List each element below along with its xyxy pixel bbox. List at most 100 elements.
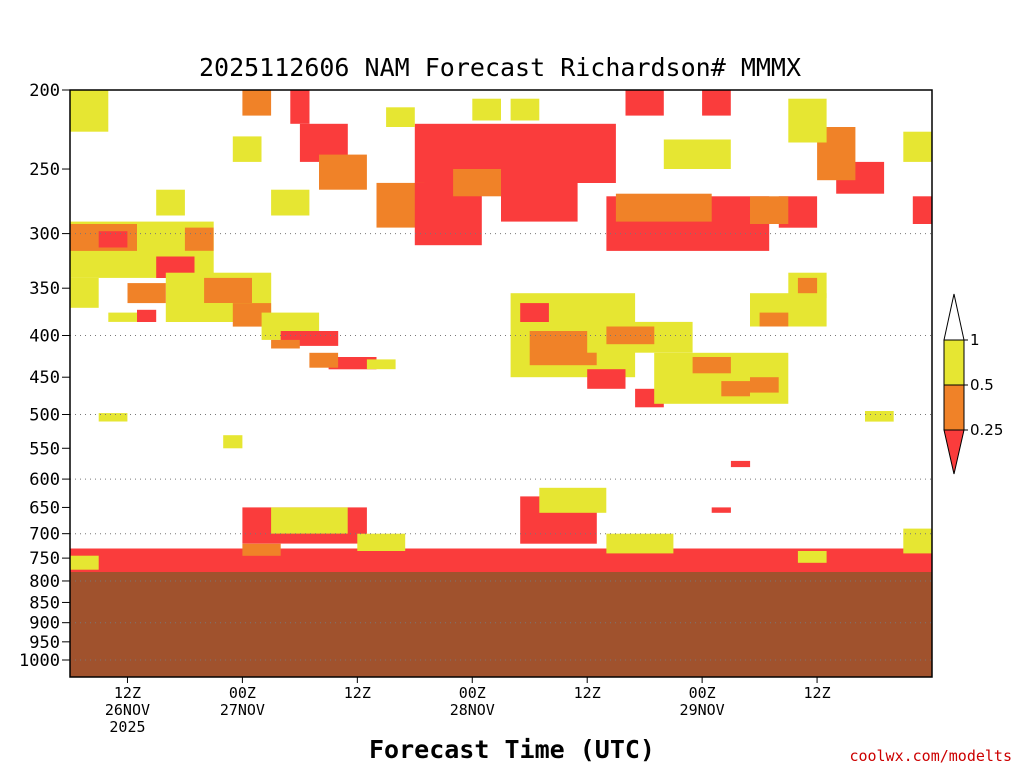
y-tick-label: 750	[29, 549, 60, 569]
heatmap-cell	[711, 507, 731, 513]
y-tick-label: 950	[29, 633, 60, 653]
heatmap-cell	[625, 90, 664, 116]
heatmap-cell	[721, 381, 750, 397]
heatmap-cell	[357, 533, 406, 551]
credit-text: coolwx.com/modelts	[849, 747, 1012, 765]
heatmap-cell	[319, 154, 367, 190]
y-tick-label: 350	[29, 279, 60, 299]
heatmap-cell	[271, 507, 348, 534]
colorbar-bin	[943, 384, 965, 431]
y-tick-label: 850	[29, 593, 60, 613]
heatmap-cell	[912, 196, 932, 224]
x-tick-label: 29NOV	[680, 701, 725, 719]
heatmap-cell	[70, 548, 932, 572]
heatmap-cell	[204, 277, 252, 303]
heatmap-cell	[386, 107, 415, 127]
x-tick-label: 00Z	[689, 684, 716, 702]
x-tick-label: 00Z	[459, 684, 486, 702]
heatmap-cell	[137, 309, 157, 322]
chart-title: 2025112606 NAM Forecast Richardson# MMMX	[199, 53, 801, 82]
x-tick-label: 28NOV	[450, 701, 495, 719]
heatmap-cell	[242, 543, 281, 556]
heatmap-cell	[453, 169, 501, 197]
heatmap-cell	[903, 528, 932, 554]
heatmap-cell	[414, 123, 616, 183]
plot-frame	[69, 89, 933, 678]
heatmap-cell	[797, 551, 827, 563]
y-tick-label: 1000	[19, 651, 60, 671]
heatmap-cell	[70, 277, 99, 308]
x-axis-label: Forecast Time (UTC)	[369, 735, 655, 764]
heatmap-cell	[271, 189, 310, 216]
heatmap-cell	[865, 411, 894, 422]
heatmap-cell	[290, 90, 310, 124]
y-axis: 200 250 300 350 400 450 500 550 600 650 700 750 8008…	[19, 81, 70, 671]
heatmap-cell	[184, 227, 214, 251]
heatmap-cell	[663, 139, 731, 169]
y-tick-label: 800	[29, 572, 60, 592]
heatmap-cell	[501, 176, 578, 222]
heatmap-cell	[606, 533, 674, 554]
y-tick-label: 500	[29, 406, 60, 426]
heatmap-cell	[587, 369, 626, 389]
y-tick-label: 900	[29, 614, 60, 634]
x-tick-label: 27NOV	[220, 701, 265, 719]
heatmap-cell	[702, 90, 731, 116]
heatmap-cell	[156, 189, 185, 216]
heatmap-cell	[529, 331, 597, 366]
heatmap-cell	[520, 303, 549, 322]
heatmap-cell	[692, 357, 731, 374]
heatmap-cell	[750, 196, 789, 224]
x-tick-label: 12Z	[114, 684, 141, 702]
heatmap-cell	[788, 98, 827, 143]
heatmap-cell	[309, 352, 339, 368]
heatmap-cell	[232, 303, 272, 327]
heatmap-cell	[328, 357, 377, 370]
heatmap-cell	[242, 90, 272, 116]
heatmap-cell	[156, 256, 195, 278]
ground-area	[70, 572, 932, 677]
y-tick-label: 700	[29, 525, 60, 545]
heatmap-cell	[98, 413, 128, 422]
heatmap-cell	[70, 90, 109, 132]
y-tick-label: 250	[29, 160, 60, 180]
heatmap-cell	[510, 98, 540, 121]
colorbar-bin	[943, 339, 965, 386]
y-tick-label: 650	[29, 498, 60, 518]
y-tick-label: 450	[29, 368, 60, 388]
y-tick-label: 200	[29, 81, 60, 101]
x-tick-label: 00Z	[229, 684, 256, 702]
heatmap-cell	[472, 98, 501, 121]
plot-area	[70, 90, 932, 677]
y-tick-label: 300	[29, 225, 60, 245]
x-tick-label: 12Z	[344, 684, 371, 702]
colorbar-label: 1	[970, 331, 980, 349]
heatmap-cell	[750, 377, 779, 393]
heatmap-cell	[615, 193, 712, 222]
heatmap-cell	[127, 283, 166, 304]
heatmap-cell	[98, 231, 128, 248]
heatmap-cell	[730, 460, 751, 468]
x-tick-label: 12Z	[804, 684, 831, 702]
heatmap-cell	[366, 359, 396, 370]
colorbar-bin	[943, 293, 965, 341]
heatmap-cell	[539, 487, 607, 513]
heatmap-cell	[70, 555, 99, 570]
y-tick-label: 550	[29, 439, 60, 459]
y-tick-label: 600	[29, 470, 60, 490]
heatmap-cell	[232, 136, 262, 162]
heatmap-cell	[797, 277, 818, 294]
colorbar-legend: 1 0.5 0.25	[943, 293, 1003, 475]
heatmap-cell	[271, 339, 300, 349]
heatmap-cell	[108, 312, 147, 322]
heatmap-cell	[903, 131, 932, 162]
y-tick-label: 400	[29, 326, 60, 346]
colorbar-bin	[943, 429, 965, 475]
colorbar-label: 0.25	[970, 421, 1003, 439]
heatmap-cell	[223, 435, 243, 449]
colorbar-label: 0.5	[970, 376, 994, 394]
x-tick-label: 2025	[109, 718, 145, 736]
x-tick-label: 26NOV	[105, 701, 150, 719]
